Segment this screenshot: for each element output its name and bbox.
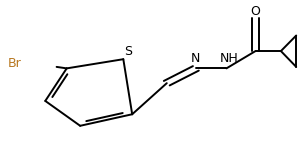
Text: NH: NH [219,52,238,65]
Text: S: S [124,45,132,58]
Text: Br: Br [8,57,21,70]
Text: O: O [251,5,260,18]
Text: N: N [191,52,200,65]
